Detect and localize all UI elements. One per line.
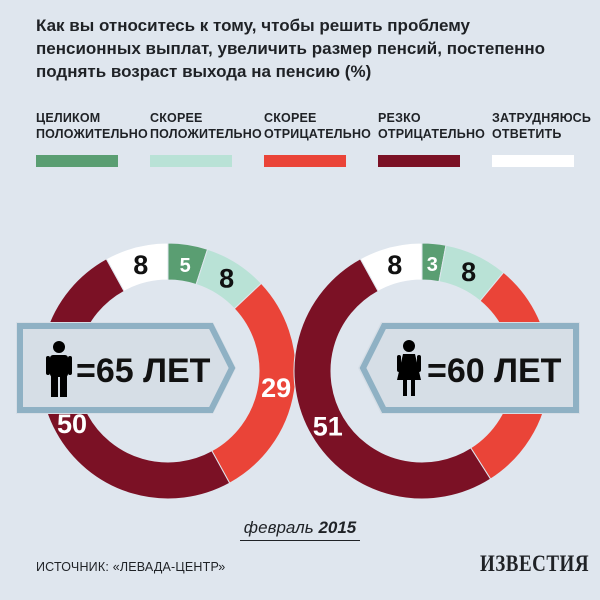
data-label-sharply-negative: 51 [313, 412, 343, 442]
date-year: 2015 [318, 518, 357, 537]
center-label-women: =60 ЛЕТ [427, 352, 562, 390]
legend-label: ЦЕЛИКОМ ПОЛОЖИТЕЛЬНО [36, 111, 148, 141]
data-label-fully-positive: 3 [427, 254, 438, 276]
legend-label: РЕЗКО ОТРИЦАТЕЛЬНО [378, 111, 486, 141]
data-label-fully-positive: 5 [180, 255, 191, 277]
data-label-hard-to-say: 8 [133, 250, 148, 280]
brand-logo: ИЗВЕСТИЯ [480, 551, 590, 577]
legend-swatch [378, 155, 460, 167]
legend-label: ЗАТРУДНЯЮСЬ ОТВЕТИТЬ [492, 111, 592, 141]
donut-slice-hard-to-say [359, 242, 423, 292]
legend-swatch [492, 155, 574, 167]
chart-title: Как вы относитесь к тому, чтобы решить п… [36, 16, 546, 81]
legend-item-hard-to-say: ЗАТРУДНЯЮСЬ ОТВЕТИТЬ [492, 110, 592, 167]
data-label-rather-positive: 8 [219, 264, 234, 294]
legend-item-sharply-negative: РЕЗКО ОТРИЦАТЕЛЬНО [378, 110, 486, 167]
legend: ЦЕЛИКОМ ПОЛОЖИТЕЛЬНО СКОРЕЕ ПОЛОЖИТЕЛЬНО… [36, 110, 591, 170]
donut-slice-sharply-negative [39, 258, 231, 500]
label-box-men: =65 ЛЕТ [16, 322, 236, 414]
legend-swatch [150, 155, 232, 167]
legend-item-rather-positive: СКОРЕЕ ПОЛОЖИТЕЛЬНО [150, 110, 262, 167]
data-label-rather-positive: 8 [461, 257, 476, 287]
legend-label: СКОРЕЕ ОТРИЦАТЕЛЬНО [264, 111, 372, 141]
woman-icon [397, 340, 421, 396]
data-label-rather-negative: 29 [261, 373, 291, 403]
data-label-hard-to-say: 8 [387, 250, 402, 280]
date-label: февраль 2015 [240, 518, 360, 541]
label-box-women: =60 ЛЕТ [358, 322, 580, 414]
date-month: февраль [243, 518, 314, 537]
legend-item-fully-positive: ЦЕЛИКОМ ПОЛОЖИТЕЛЬНО [36, 110, 148, 167]
center-label-men: =65 ЛЕТ [76, 352, 211, 390]
legend-label: СКОРЕЕ ПОЛОЖИТЕЛЬНО [150, 111, 262, 141]
donut-slice-sharply-negative [293, 258, 492, 500]
man-icon [46, 341, 72, 397]
legend-swatch [36, 155, 118, 167]
source-label: ИСТОЧНИК: «ЛЕВАДА-ЦЕНТР» [36, 560, 226, 574]
donut-slice-hard-to-say [105, 242, 169, 292]
legend-item-rather-negative: СКОРЕЕ ОТРИЦАТЕЛЬНО [264, 110, 372, 167]
legend-swatch [264, 155, 346, 167]
